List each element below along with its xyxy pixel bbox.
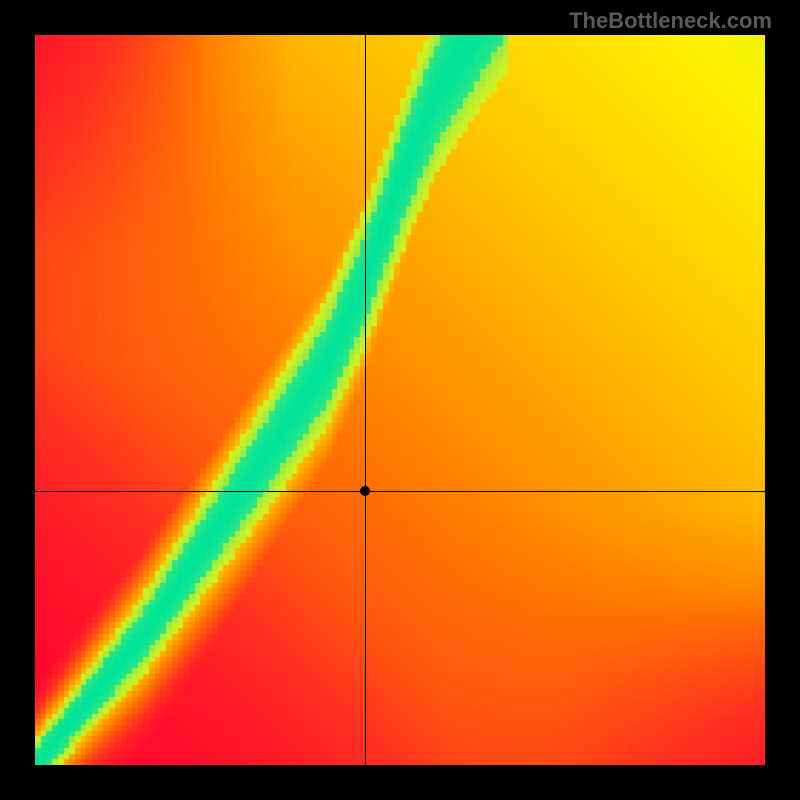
crosshair-vertical xyxy=(365,35,366,765)
crosshair-horizontal xyxy=(35,491,765,492)
plot-area xyxy=(35,35,765,765)
watermark-text: TheBottleneck.com xyxy=(569,8,772,34)
heatmap-canvas xyxy=(35,35,765,765)
crosshair-marker xyxy=(360,486,370,496)
